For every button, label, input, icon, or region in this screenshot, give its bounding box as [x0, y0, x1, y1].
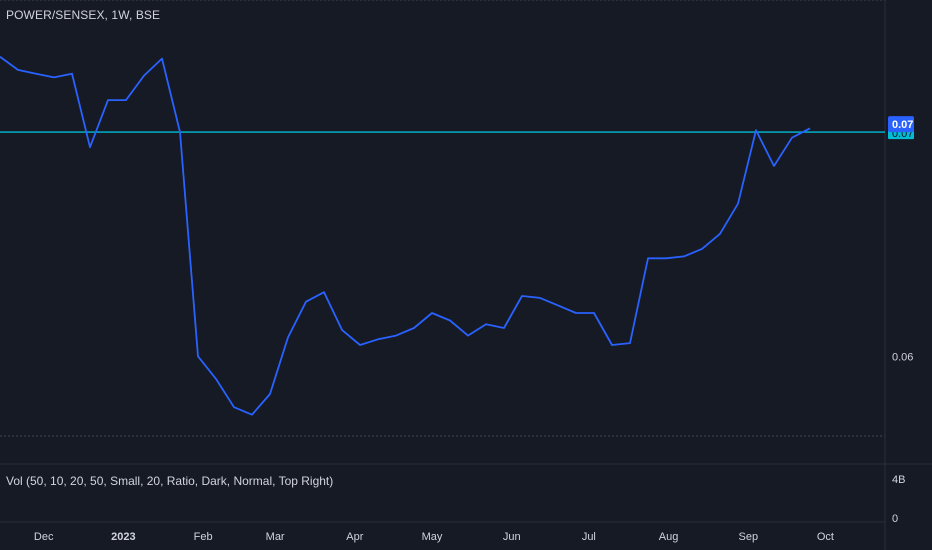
- time-label-jul: Jul: [582, 531, 596, 543]
- time-label-oct: Oct: [817, 531, 834, 543]
- time-label-aug: Aug: [659, 531, 679, 543]
- volume-tick-label-zero: 0: [892, 513, 898, 525]
- time-label-may: May: [422, 531, 443, 543]
- time-label-mar: Mar: [266, 531, 285, 543]
- price-series-line[interactable]: [0, 55, 811, 416]
- last-price-label-bg: [888, 116, 914, 133]
- symbol-legend: POWER/SENSEX, 1W, BSE: [6, 8, 161, 22]
- last-price-label: 0.07: [892, 119, 913, 131]
- volume-tick-label-high: 4B: [892, 474, 905, 486]
- time-label-jun: Jun: [503, 531, 521, 543]
- time-label-dec: Dec: [34, 531, 54, 543]
- price-tick-label-0: 0.06: [892, 351, 913, 363]
- time-label-2023: 2023: [111, 531, 135, 543]
- time-label-feb: Feb: [194, 531, 213, 543]
- volume-legend: Vol (50, 10, 20, 50, Small, 20, Ratio, D…: [6, 474, 334, 488]
- time-label-sep: Sep: [738, 531, 758, 543]
- time-label-apr: Apr: [346, 531, 363, 543]
